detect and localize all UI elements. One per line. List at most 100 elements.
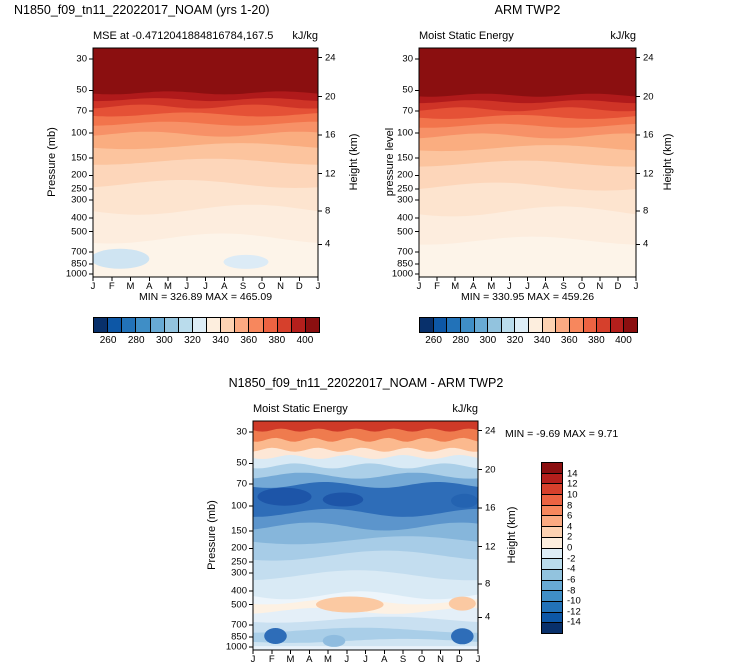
colorbar-tick-label: 400	[296, 335, 314, 346]
colorbar-segment	[623, 318, 637, 332]
colorbar-tick-label: 12	[567, 478, 578, 490]
contour-field-svg	[249, 420, 482, 654]
pressure-tick-label: 850	[71, 258, 87, 270]
pressure-tick-label: 850	[397, 258, 413, 270]
pressure-tick-label: 700	[397, 246, 413, 258]
colorbar-tick-label: -6	[567, 574, 576, 586]
colorbar-segment	[542, 622, 562, 633]
month-tick-label: N	[277, 281, 284, 292]
colorbar-segment	[542, 463, 562, 473]
panel3-units-label: kJ/kg	[452, 403, 478, 415]
height-tick-label: 4	[643, 238, 649, 250]
panel3-title: N1850_f09_tn11_22022017_NOAM - ARM TWP2	[228, 376, 504, 390]
pressure-tick-label: 250	[231, 556, 247, 568]
colorbar-tick-label: 340	[212, 335, 229, 346]
colorbar-segment	[542, 547, 562, 559]
panel1-colorbar: 260 280 300 320 340 360 380 400	[93, 317, 320, 346]
panel2-colorbar: 260 280 300 320 340 360 380 400	[419, 317, 638, 346]
colorbar-tick-label: 10	[567, 489, 578, 501]
month-tick-label: J	[507, 281, 512, 292]
pressure-tick-label: 50	[76, 84, 87, 96]
height-tick-label: 16	[643, 129, 654, 141]
colorbar-segment	[487, 318, 501, 332]
colorbar-tick-label: 280	[452, 335, 470, 346]
height-tick-label: 24	[325, 51, 336, 63]
panel1-subtitle: MSE at -0.4712041884816784,167.5	[93, 30, 274, 42]
colorbar-segment	[191, 318, 206, 332]
month-tick-label: J	[525, 281, 530, 292]
height-tick-label: 12	[485, 540, 496, 552]
pressure-tick-label: 400	[71, 212, 87, 224]
colorbar-segment	[609, 318, 624, 332]
colorbar-tick-label: 360	[560, 335, 578, 346]
colorbar-tick-label: 400	[615, 335, 632, 346]
month-tick-label: F	[108, 281, 115, 292]
colorbar-segment	[596, 318, 610, 332]
month-tick-label: A	[542, 281, 549, 292]
panel2-minmax: MIN = 330.95 MAX = 459.26	[460, 291, 595, 303]
pressure-tick-label: 850	[231, 631, 247, 643]
month-tick-label: S	[560, 281, 567, 292]
panel2-subtitle: Moist Static Energy	[419, 30, 514, 42]
colorbar-tick-label: 4	[567, 521, 573, 532]
colorbar-segment	[94, 318, 108, 332]
colorbar-segment	[149, 318, 164, 332]
month-tick-label: M	[451, 281, 460, 292]
month-tick-label: N	[596, 281, 604, 292]
month-tick-label: J	[416, 281, 422, 292]
pressure-tick-label: 30	[402, 53, 413, 65]
month-tick-label: M	[487, 281, 496, 292]
pressure-tick-label: 1000	[65, 268, 87, 280]
pressure-tick-label: 100	[71, 127, 87, 139]
panel3-subtitle: Moist Static Energy	[253, 403, 348, 415]
height-tick-label: 8	[325, 205, 331, 217]
panel1-title: N1850_f09_tn11_22022017_NOAM (yrs 1-20)	[14, 3, 270, 17]
month-tick-label: J	[184, 281, 190, 292]
pressure-tick-label: 400	[397, 212, 413, 224]
colorbar-segment	[276, 318, 291, 332]
colorbar-segment	[542, 515, 562, 527]
month-tick-label: D	[614, 281, 622, 292]
month-tick-label: A	[146, 281, 153, 292]
month-tick-label: S	[239, 281, 247, 292]
pressure-tick-label: 1000	[225, 641, 247, 653]
colorbar-segment	[542, 600, 562, 612]
pressure-tick-label: 300	[397, 194, 413, 206]
height-tick-label: 20	[643, 90, 654, 102]
colorbar-segment	[177, 318, 192, 332]
panel2-title: ARM TWP2	[494, 3, 561, 17]
colorbar-segment	[262, 318, 277, 332]
colorbar-segment	[220, 318, 235, 332]
panel1-minmax: MIN = 326.89 MAX = 465.09	[138, 291, 273, 303]
colorbar-tick-label: 360	[240, 335, 258, 346]
pressure-tick-label: 700	[71, 246, 87, 258]
month-tick-label: J	[363, 654, 368, 665]
panel1-height-axis-label: Height (km)	[348, 133, 360, 191]
pressure-tick-label: 200	[397, 169, 413, 181]
colorbar-tick-label: 260	[99, 335, 117, 346]
month-tick-label: D	[455, 654, 463, 665]
colorbar-segment	[541, 318, 556, 332]
colorbar-tick-label: 2	[567, 531, 573, 543]
height-tick-label: 8	[643, 205, 649, 217]
colorbar-segment	[163, 318, 178, 332]
colorbar-segment	[473, 318, 488, 332]
colorbar-tick-label: -8	[567, 584, 576, 596]
panel1-units-label: kJ/kg	[292, 30, 318, 42]
colorbar-tick-label: 380	[587, 335, 605, 346]
colorbar-segment	[459, 318, 474, 332]
colorbar-segment	[542, 579, 562, 591]
month-tick-label: M	[324, 654, 332, 665]
colorbar-tick-label: -12	[567, 606, 581, 617]
pressure-tick-label: 400	[231, 585, 247, 597]
colorbar-tick-label: 380	[268, 335, 286, 346]
month-tick-label: A	[221, 281, 228, 292]
pressure-tick-label: 1000	[391, 268, 413, 280]
pressure-tick-label: 150	[71, 152, 87, 164]
panel3-minmax: MIN = -9.69 MAX = 9.71	[505, 428, 619, 440]
colorbar-segment	[234, 318, 249, 332]
month-tick-label: J	[250, 654, 256, 665]
panel3-height-axis-label: Height (km)	[506, 506, 518, 564]
pressure-tick-label: 70	[76, 105, 87, 117]
month-tick-label: O	[258, 281, 266, 292]
